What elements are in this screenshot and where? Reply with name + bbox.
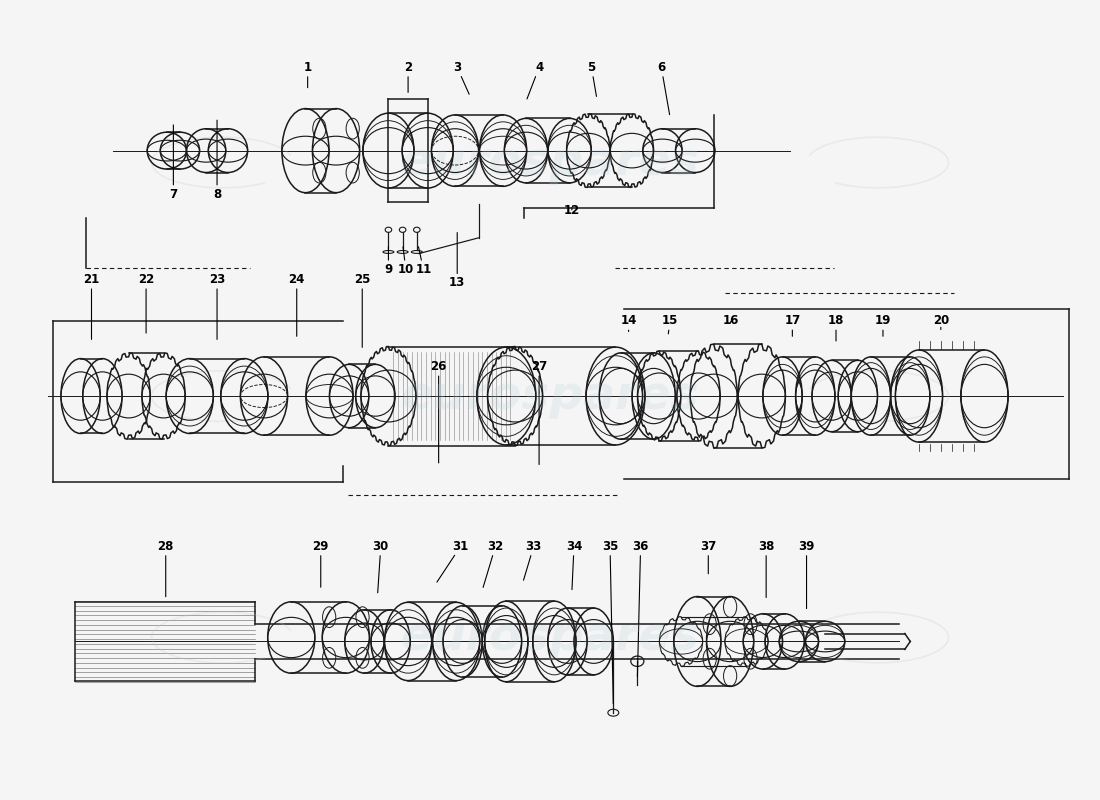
Text: 29: 29 [312,540,329,587]
Text: 24: 24 [288,273,305,336]
Text: 34: 34 [565,540,582,590]
Text: 36: 36 [632,540,649,677]
Text: 16: 16 [723,314,739,327]
Text: 27: 27 [531,360,547,465]
Text: 19: 19 [874,314,891,336]
Text: 31: 31 [437,540,469,582]
Text: eurospares: eurospares [400,140,700,185]
Text: eurospares: eurospares [400,374,700,418]
Text: 23: 23 [209,273,226,339]
Text: 21: 21 [84,273,100,339]
Text: 26: 26 [430,360,447,463]
Text: 14: 14 [620,314,637,331]
Text: 22: 22 [138,273,154,333]
Text: 17: 17 [784,314,801,336]
Text: 32: 32 [483,540,504,587]
Text: 33: 33 [524,540,541,580]
Text: 3: 3 [453,61,470,94]
Text: 12: 12 [563,203,580,217]
Text: 7: 7 [169,125,177,201]
Text: 1: 1 [304,61,311,88]
Text: 11: 11 [415,246,431,276]
Text: 4: 4 [527,61,543,99]
Text: 5: 5 [587,61,596,97]
Text: 25: 25 [354,273,371,347]
Text: 9: 9 [384,247,393,276]
Text: 13: 13 [449,233,465,290]
Text: 18: 18 [828,314,844,341]
Text: 2: 2 [404,61,412,93]
Text: 6: 6 [657,61,670,114]
Text: 39: 39 [799,540,815,609]
Text: eurospares: eurospares [400,615,700,660]
Text: 8: 8 [213,120,221,201]
Text: 10: 10 [398,246,414,276]
Text: 35: 35 [602,540,618,703]
Text: 20: 20 [933,314,949,330]
Text: 30: 30 [373,540,389,593]
Text: 15: 15 [662,314,679,334]
Text: 38: 38 [758,540,774,598]
Text: 28: 28 [157,540,174,597]
Text: 37: 37 [701,540,716,574]
